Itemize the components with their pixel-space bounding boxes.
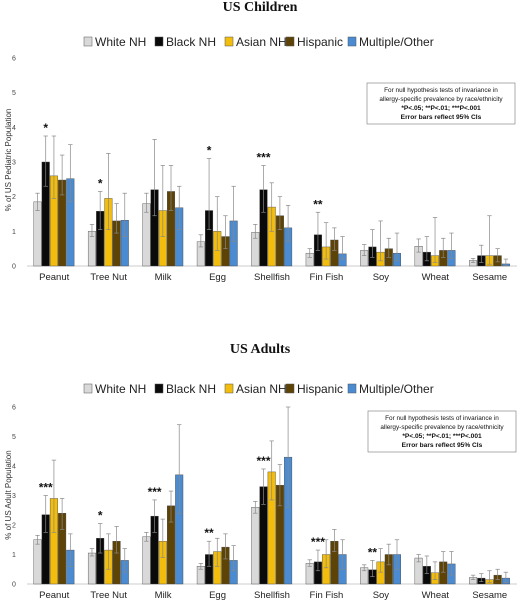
- children-note-line-3: *P<.05; **P<.01; ***P<.001: [401, 105, 481, 112]
- children-legend-swatch-0: [83, 36, 93, 47]
- adults-category-label-2: Milk: [155, 590, 172, 601]
- adults-significance-4: ***: [256, 454, 270, 468]
- adults-note-line-2: allergy-specific prevalence by race/ethn…: [380, 424, 504, 431]
- adults-category-label-3: Egg: [209, 590, 226, 601]
- adults-category-label-5: Fin Fish: [310, 590, 344, 601]
- adults-y-tick-6: 6: [12, 405, 16, 412]
- children-legend-label-3: Hispanic: [297, 35, 343, 49]
- children-category-label-7: Wheat: [422, 272, 450, 283]
- adults-legend-swatch-2: [224, 383, 234, 394]
- adults-bar-2-0: [142, 536, 151, 585]
- adults-category-label-6: Soy: [373, 590, 390, 601]
- children-bar-2-0: [142, 203, 151, 267]
- children-category-label-1: Tree Nut: [90, 272, 127, 283]
- children-category-label-0: Peanut: [39, 272, 69, 283]
- adults-significance-5: ***: [311, 535, 325, 549]
- adults-y-tick-4: 4: [12, 464, 16, 471]
- children-chart-panel: US Children White NH Black NH Asian NH Hisp…: [4, 0, 517, 283]
- adults-note-line-4: Error bars reflect 95% CIs: [402, 442, 483, 449]
- adults-category-label-4: Shellfish: [254, 590, 290, 601]
- children-note-line-2: allergy-specific prevalence by race/ethn…: [379, 96, 503, 103]
- adults-significance-3: **: [204, 526, 214, 540]
- children-y-axis-label: % of US Pediatric Population: [4, 109, 13, 212]
- children-chart-title: US Children: [223, 0, 298, 15]
- children-y-tick-1: 1: [12, 229, 16, 236]
- adults-chart-panel: US Adults White NH Black NH Asian NH Hispan…: [4, 342, 517, 601]
- children-note-line-1: For null hypothesis tests of invariance …: [384, 87, 498, 94]
- children-legend-label-2: Asian NH: [236, 35, 287, 49]
- children-legend-swatch-3: [285, 36, 295, 47]
- adults-category-label-0: Peanut: [39, 590, 69, 601]
- children-note-box: [366, 82, 516, 125]
- adults-significance-note: For null hypothesis tests of invariance …: [367, 410, 517, 453]
- adults-bar-0-0: [33, 539, 42, 585]
- adults-note-line-1: For null hypothesis tests of invariance …: [385, 415, 499, 422]
- adults-bar-4-0: [251, 507, 260, 585]
- children-significance-4: ***: [256, 150, 270, 164]
- children-category-label-5: Fin Fish: [310, 272, 344, 283]
- children-y-tick-6: 6: [12, 56, 16, 63]
- adults-y-tick-0: 0: [12, 582, 16, 589]
- children-legend: White NH Black NH Asian NH Hispanic Multiple…: [83, 35, 434, 49]
- adults-legend-swatch-0: [83, 383, 93, 394]
- children-legend-label-0: White NH: [95, 35, 146, 49]
- adults-legend-label-1: Black NH: [166, 382, 216, 396]
- adults-legend-swatch-3: [285, 383, 295, 394]
- adults-y-tick-3: 3: [12, 493, 16, 500]
- children-note-line-4: Error bars reflect 95% CIs: [401, 114, 482, 121]
- adults-chart-title: US Adults: [230, 342, 291, 357]
- adults-legend: White NH Black NH Asian NH Hispanic Multiple…: [83, 382, 434, 396]
- children-legend-label-4: Multiple/Other: [359, 35, 434, 49]
- adults-legend-label-2: Asian NH: [236, 382, 287, 396]
- children-y-tick-3: 3: [12, 160, 16, 167]
- children-y-tick-0: 0: [12, 264, 16, 271]
- adults-category-label-8: Sesame: [472, 590, 507, 601]
- children-plot-area: 0 1 2 3 4 5 6 * Peanut * Tree Nut Milk * Egg *** Shellf…: [12, 56, 517, 283]
- adults-category-label-1: Tree Nut: [90, 590, 127, 601]
- adults-legend-swatch-4: [347, 383, 357, 394]
- children-category-label-6: Soy: [373, 272, 390, 283]
- adults-category-label-7: Wheat: [422, 590, 450, 601]
- adults-bar-1-0: [87, 552, 96, 585]
- adults-significance-6: **: [368, 545, 378, 559]
- adults-y-tick-5: 5: [12, 434, 16, 441]
- adults-note-box: [367, 410, 517, 453]
- adults-y-tick-1: 1: [12, 552, 16, 559]
- children-category-label-3: Egg: [209, 272, 226, 283]
- children-legend-swatch-4: [347, 36, 357, 47]
- adults-significance-1: *: [98, 509, 103, 523]
- children-significance-5: **: [313, 197, 323, 211]
- adults-y-axis-label: % of US Adult Population: [4, 450, 13, 539]
- children-significance-1: *: [98, 176, 103, 190]
- adults-significance-2: ***: [148, 485, 162, 499]
- children-category-label-4: Shellfish: [254, 272, 290, 283]
- children-significance-3: *: [207, 144, 212, 158]
- children-legend-swatch-2: [224, 36, 234, 47]
- adults-legend-label-0: White NH: [95, 382, 146, 396]
- children-legend-label-1: Black NH: [166, 35, 216, 49]
- children-significance-note: For null hypothesis tests of invariance …: [366, 82, 516, 125]
- adults-legend-label-3: Hispanic: [297, 382, 343, 396]
- children-legend-swatch-1: [154, 36, 164, 47]
- children-category-label-8: Sesame: [472, 272, 507, 283]
- adults-y-tick-2: 2: [12, 523, 16, 530]
- adults-significance-0: ***: [39, 481, 53, 495]
- adults-legend-label-4: Multiple/Other: [359, 382, 434, 396]
- adults-legend-swatch-1: [154, 383, 164, 394]
- children-significance-0: *: [43, 121, 48, 135]
- children-y-tick-5: 5: [12, 90, 16, 97]
- adults-note-line-3: *P<.05; **P<.01; ***P<.001: [402, 433, 482, 440]
- children-y-tick-2: 2: [12, 194, 16, 201]
- children-category-label-2: Milk: [155, 272, 172, 283]
- children-bar-0-0: [33, 201, 42, 267]
- children-y-tick-4: 4: [12, 125, 16, 132]
